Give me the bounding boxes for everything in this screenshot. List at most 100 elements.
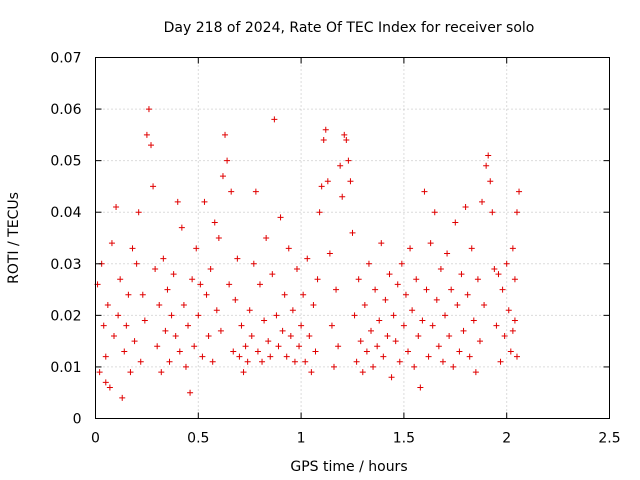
data-point	[483, 162, 490, 169]
data-point	[347, 178, 354, 185]
data-point	[133, 260, 140, 267]
data-point	[351, 312, 358, 319]
data-point	[330, 363, 337, 370]
data-point	[442, 312, 449, 319]
data-point	[355, 276, 362, 283]
data-point	[195, 312, 202, 319]
data-point	[187, 389, 194, 396]
data-point	[217, 327, 224, 334]
data-point	[256, 281, 263, 288]
data-point	[439, 358, 446, 365]
data-point	[489, 209, 496, 216]
data-point	[333, 286, 340, 293]
data-point	[207, 265, 214, 272]
data-point	[300, 291, 307, 298]
data-point	[513, 353, 520, 360]
data-point	[168, 312, 175, 319]
data-point	[479, 198, 486, 205]
data-point	[252, 188, 259, 195]
data-point	[398, 260, 405, 267]
data-points	[94, 106, 523, 401]
y-tick-label: 0.01	[50, 360, 81, 376]
data-point	[248, 332, 255, 339]
data-point	[429, 322, 436, 329]
x-tick-label: 2.5	[598, 431, 620, 447]
y-tick-label: 0.03	[50, 257, 81, 273]
data-point	[392, 338, 399, 345]
y-tick-label: 0.05	[50, 154, 81, 170]
data-point	[306, 332, 313, 339]
data-point	[289, 307, 296, 314]
y-tick-label: 0.07	[50, 51, 81, 67]
data-point	[96, 369, 103, 376]
data-point	[415, 332, 422, 339]
data-point	[407, 245, 414, 252]
data-point	[468, 245, 475, 252]
data-point	[318, 183, 325, 190]
data-point	[141, 317, 148, 324]
data-point	[213, 307, 220, 314]
data-point	[335, 343, 342, 350]
data-point	[172, 332, 179, 339]
data-point	[232, 296, 239, 303]
data-point	[228, 188, 235, 195]
data-point	[423, 286, 430, 293]
data-point	[298, 322, 305, 329]
data-point	[219, 173, 226, 180]
data-point	[324, 178, 331, 185]
data-point	[191, 343, 198, 350]
data-point	[435, 343, 442, 350]
data-point	[209, 358, 216, 365]
data-point	[433, 296, 440, 303]
data-point	[509, 327, 516, 334]
data-point	[411, 363, 418, 370]
data-point	[156, 302, 163, 309]
data-point	[390, 312, 397, 319]
x-tick-label: 1.5	[393, 431, 415, 447]
data-point	[446, 332, 453, 339]
data-point	[261, 317, 268, 324]
data-point	[117, 276, 124, 283]
data-point	[374, 343, 381, 350]
data-point	[382, 296, 389, 303]
data-point	[215, 235, 222, 241]
data-point	[148, 142, 155, 149]
data-point	[460, 327, 467, 334]
data-point	[162, 327, 169, 334]
data-point	[417, 384, 424, 391]
data-point	[376, 317, 383, 324]
data-point	[180, 302, 187, 309]
data-point	[501, 332, 508, 339]
data-point	[320, 137, 327, 144]
data-point	[135, 209, 142, 216]
data-point	[125, 291, 132, 298]
data-point	[419, 317, 426, 324]
data-point	[250, 260, 257, 267]
data-point	[509, 245, 516, 252]
data-point	[281, 291, 288, 298]
data-point	[102, 379, 109, 386]
data-point	[499, 286, 506, 293]
data-point	[474, 276, 481, 283]
data-point	[160, 255, 167, 262]
data-point	[497, 358, 504, 365]
y-axis-label: ROTI / TECUs	[6, 192, 22, 284]
data-point	[421, 188, 428, 195]
data-point	[193, 245, 200, 252]
data-point	[372, 286, 379, 293]
y-tick-label: 0.04	[50, 205, 81, 221]
data-point	[394, 281, 401, 288]
data-point	[308, 369, 315, 376]
data-point	[425, 353, 432, 360]
data-point	[244, 358, 251, 365]
data-point	[115, 312, 122, 319]
data-point	[205, 332, 212, 339]
data-point	[485, 152, 492, 159]
data-point	[384, 332, 391, 339]
data-point	[111, 332, 118, 339]
data-point	[349, 229, 356, 236]
data-point	[164, 286, 171, 293]
grid	[95, 57, 610, 419]
chart-title: Day 218 of 2024, Rate Of TEC Index for r…	[164, 20, 535, 36]
